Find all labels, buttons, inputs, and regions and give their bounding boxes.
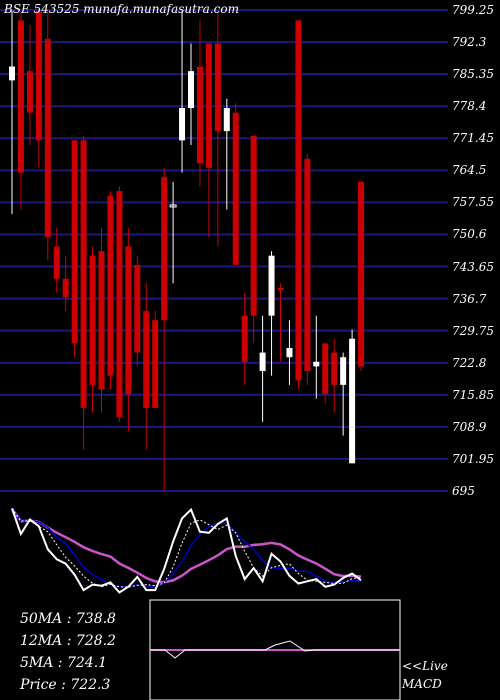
candle-body [331, 352, 338, 385]
macd-live-label: <<Live [402, 659, 448, 673]
candle-body [259, 352, 266, 372]
candle-body [196, 66, 203, 164]
ma50-label: 50MA : 738.8 [20, 611, 116, 627]
y-tick-label: 722.8 [452, 355, 487, 370]
candle-body [295, 20, 302, 381]
ma12-line [11, 508, 362, 589]
candle-body [241, 315, 248, 362]
candle-body [44, 38, 51, 238]
candle-body [125, 246, 132, 395]
ma5-line [11, 508, 362, 588]
candle-body [152, 320, 159, 408]
candle-body [188, 71, 194, 109]
y-tick-label: 792.3 [452, 35, 487, 50]
candle-body [62, 278, 69, 298]
macd-line [150, 640, 400, 659]
y-tick-label: 715.85 [452, 387, 494, 402]
y-tick-label: 764.5 [452, 163, 487, 178]
candle-body [277, 287, 284, 290]
price-line [11, 507, 362, 594]
candle-body [71, 140, 78, 344]
y-tick-label: 743.65 [452, 259, 494, 274]
y-tick-label: 729.75 [452, 323, 494, 338]
y-tick-label: 757.55 [452, 195, 494, 210]
y-tick-label: 701.95 [452, 451, 494, 466]
y-tick-label: 778.4 [452, 99, 487, 114]
candle-body [268, 255, 275, 316]
candle-body [143, 311, 150, 408]
candle-body [89, 255, 96, 385]
candle-body [349, 338, 356, 464]
candle-body [116, 191, 123, 418]
macd-label: MACD [402, 677, 442, 691]
candle-body [322, 343, 329, 395]
candle-body [179, 108, 186, 141]
y-tick-label: 750.6 [452, 227, 487, 242]
candle-body [107, 195, 114, 376]
candle-body [134, 264, 141, 353]
candle-body [17, 20, 24, 173]
candle-body [169, 204, 177, 208]
y-tick-label: 695 [452, 484, 475, 498]
candle-body [161, 177, 168, 321]
candle-body [304, 158, 311, 372]
y-tick-label: 785.35 [452, 67, 494, 82]
y-tick-label: 708.9 [452, 419, 487, 434]
candle-body [286, 347, 293, 358]
ma12-label: 12MA : 728.2 [20, 633, 116, 649]
y-tick-label: 799.25 [452, 3, 494, 17]
candle-body [340, 357, 347, 385]
candle-body [358, 181, 365, 367]
ma50-line [10, 507, 362, 584]
ma5-label: 5MA : 724.1 [20, 655, 108, 671]
watermark: BSE 543525 munafa.munafasutra.com [4, 2, 239, 16]
candle-body [35, 11, 42, 141]
candle-body [80, 140, 87, 408]
candle-body [205, 43, 212, 169]
y-tick-label: 771.45 [452, 131, 494, 146]
candle-body [232, 112, 239, 265]
candle-body [26, 71, 33, 113]
y-tick-label: 736.7 [452, 291, 487, 306]
candle-body [53, 246, 60, 279]
price-label: Price : 722.3 [20, 677, 111, 693]
candle-body [98, 251, 105, 390]
candle-body [250, 135, 257, 316]
candle-body [223, 108, 230, 132]
candle-body [214, 43, 221, 132]
candle-body [313, 361, 320, 367]
candle-body [9, 66, 15, 81]
